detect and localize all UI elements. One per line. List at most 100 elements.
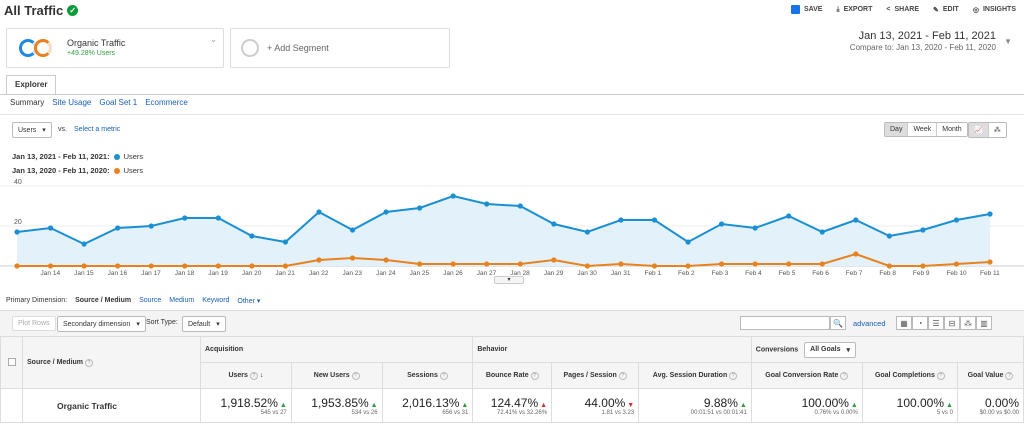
subtab-summary[interactable]: Summary bbox=[10, 98, 45, 107]
series-point bbox=[383, 209, 389, 215]
x-tick-label: Jan 16 bbox=[108, 270, 128, 277]
series-point bbox=[115, 263, 121, 269]
date-range-picker[interactable]: Jan 13, 2021 - Feb 11, 2021 Compare to: … bbox=[850, 30, 996, 52]
x-tick-label: Jan 22 bbox=[309, 270, 329, 277]
cell-value: 1,953.85% bbox=[311, 395, 369, 410]
x-tick-label: Jan 17 bbox=[141, 270, 161, 277]
tab-explorer[interactable]: Explorer bbox=[6, 75, 57, 95]
goals-select[interactable]: All Goals ▾ bbox=[804, 341, 856, 358]
col-goal-value[interactable]: Goal Value ? bbox=[956, 362, 1024, 389]
period-day-button[interactable]: Day bbox=[885, 123, 909, 136]
save-button[interactable]: SAVE bbox=[790, 5, 822, 14]
series-point bbox=[417, 205, 423, 211]
select-all-checkbox[interactable] bbox=[0, 336, 23, 389]
motion-chart-icon[interactable]: ⁂ bbox=[988, 123, 1006, 137]
help-icon[interactable]: ? bbox=[840, 371, 849, 380]
conversions-header: Conversions All Goals ▾ bbox=[750, 336, 1024, 363]
x-tick-label: Feb 3 bbox=[712, 270, 729, 277]
col-bounce-rate[interactable]: Bounce Rate ? bbox=[472, 362, 553, 389]
segment-card[interactable]: Organic Traffic +49.28% Users ⌄ bbox=[6, 28, 224, 68]
dimension-medium[interactable]: Medium bbox=[169, 297, 195, 304]
performance-view-icon[interactable]: ☰ bbox=[928, 316, 944, 330]
caret-down-icon: ▾ bbox=[846, 346, 850, 354]
dimension-other[interactable]: Other ▾ bbox=[237, 298, 261, 305]
help-icon[interactable]: ? bbox=[618, 371, 627, 380]
dimension-keyword[interactable]: Keyword bbox=[202, 297, 230, 304]
col-goal-completions[interactable]: Goal Completions ? bbox=[861, 362, 958, 389]
add-segment-card[interactable]: + Add Segment bbox=[230, 28, 450, 68]
series-point bbox=[517, 203, 523, 209]
x-tick-label: Jan 19 bbox=[208, 270, 228, 277]
sort-type-select[interactable]: Default ▾ bbox=[182, 316, 226, 332]
segment-name: Organic Traffic bbox=[67, 38, 126, 48]
advanced-link[interactable]: advanced bbox=[853, 319, 886, 328]
x-tick-label: Jan 31 bbox=[611, 270, 631, 277]
add-segment-circle-icon bbox=[241, 39, 259, 57]
plot-rows-button[interactable]: Plot Rows bbox=[12, 316, 56, 331]
sort-type-value: Default bbox=[188, 320, 211, 328]
y-tick-label: 40 bbox=[14, 179, 22, 186]
table-search-input[interactable] bbox=[740, 316, 830, 330]
subtab-goal-set-1[interactable]: Goal Set 1 bbox=[99, 98, 138, 107]
series-point bbox=[14, 229, 20, 235]
row-name[interactable]: Organic Traffic bbox=[22, 388, 201, 423]
insights-button[interactable]: ◎ INSIGHTS bbox=[973, 5, 1016, 14]
export-button[interactable]: ⤓ EXPORT bbox=[836, 5, 872, 14]
cell-bounce-rate: 124.47% ▲ 72.41% vs 32.26% bbox=[472, 388, 553, 423]
share-button[interactable]: < SHARE bbox=[886, 5, 919, 14]
row-spacer bbox=[0, 388, 23, 423]
series-point bbox=[651, 217, 658, 223]
series-point bbox=[450, 193, 456, 199]
series-point bbox=[551, 221, 557, 227]
help-icon[interactable]: ? bbox=[530, 371, 539, 380]
series-point bbox=[81, 263, 87, 269]
search-icon[interactable]: 🔍 bbox=[830, 316, 846, 330]
help-icon[interactable]: ? bbox=[729, 371, 738, 380]
col-new-users[interactable]: New Users ? bbox=[290, 362, 383, 389]
subtab-ecommerce[interactable]: Ecommerce bbox=[145, 98, 188, 107]
period-month-button[interactable]: Month bbox=[937, 123, 967, 136]
series-point bbox=[215, 215, 221, 221]
col-goal-conversion-rate[interactable]: Goal Conversion Rate ? bbox=[750, 362, 863, 389]
date-range-chevron-icon[interactable]: ▼ bbox=[1004, 37, 1012, 46]
metric-select[interactable]: Users ▾ bbox=[12, 122, 52, 138]
page-title: All Traffic ✓ bbox=[4, 3, 79, 18]
line-chart-icon[interactable]: 📈 bbox=[969, 123, 989, 137]
secondary-dimension-label: Secondary dimension bbox=[63, 320, 131, 328]
comparison-view-icon[interactable]: ⊟ bbox=[944, 316, 960, 330]
series-line bbox=[17, 252, 991, 268]
help-icon[interactable]: ? bbox=[84, 358, 93, 367]
term-cloud-icon[interactable]: ⁂ bbox=[960, 316, 976, 330]
cell-pages-session: 44.00% ▼ 1.81 vs 3.23 bbox=[551, 388, 640, 423]
pivot-view-icon[interactable]: ▥ bbox=[976, 316, 992, 330]
period-week-button[interactable]: Week bbox=[908, 123, 938, 136]
edit-button[interactable]: ✎ EDIT bbox=[933, 5, 959, 14]
subtab-site-usage[interactable]: Site Usage bbox=[52, 98, 92, 107]
select-metric-link[interactable]: Select a metric bbox=[74, 126, 121, 133]
help-icon[interactable]: ? bbox=[439, 371, 448, 380]
col-sessions[interactable]: Sessions ? bbox=[381, 362, 474, 389]
table-view-icon[interactable]: ▦ bbox=[896, 316, 912, 330]
col-avg-session-duration[interactable]: Avg. Session Duration ? bbox=[638, 362, 752, 389]
chart-resize-handle[interactable]: ▾ bbox=[494, 276, 524, 284]
help-icon[interactable]: ? bbox=[1005, 371, 1014, 380]
dimension-source[interactable]: Source bbox=[139, 297, 162, 304]
chevron-down-icon[interactable]: ⌄ bbox=[210, 35, 217, 44]
help-icon[interactable]: ? bbox=[936, 371, 945, 380]
x-tick-label: Jan 30 bbox=[577, 270, 597, 277]
dimension-header[interactable]: Source / Medium ? bbox=[22, 336, 201, 389]
pie-view-icon[interactable]: ◔ bbox=[912, 316, 928, 330]
series-point bbox=[685, 263, 691, 269]
dimension-header-label: Source / Medium bbox=[27, 358, 84, 366]
col-pages-session[interactable]: Pages / Session ? bbox=[551, 362, 640, 389]
secondary-dimension-select[interactable]: Secondary dimension ▾ bbox=[57, 316, 146, 332]
primary-dimension-bar: Primary Dimension: Source / Medium Sourc… bbox=[6, 297, 260, 305]
col-users[interactable]: Users ? ↓ bbox=[200, 362, 292, 389]
caret-down-icon: ▾ bbox=[216, 321, 220, 328]
users-line-chart: 40 20 Jan 14 Jan 15 Jan 16 Jan 17 Jan 18 Jan 19… bbox=[0, 179, 1024, 277]
help-icon[interactable]: ? bbox=[249, 371, 258, 380]
dimension-source-medium[interactable]: Source / Medium bbox=[75, 297, 132, 304]
series-point bbox=[316, 257, 322, 263]
cell-avg-session-duration: 9.88% ▲ 00:01:51 vs 00:01:41 bbox=[638, 388, 752, 423]
help-icon[interactable]: ? bbox=[351, 371, 360, 380]
